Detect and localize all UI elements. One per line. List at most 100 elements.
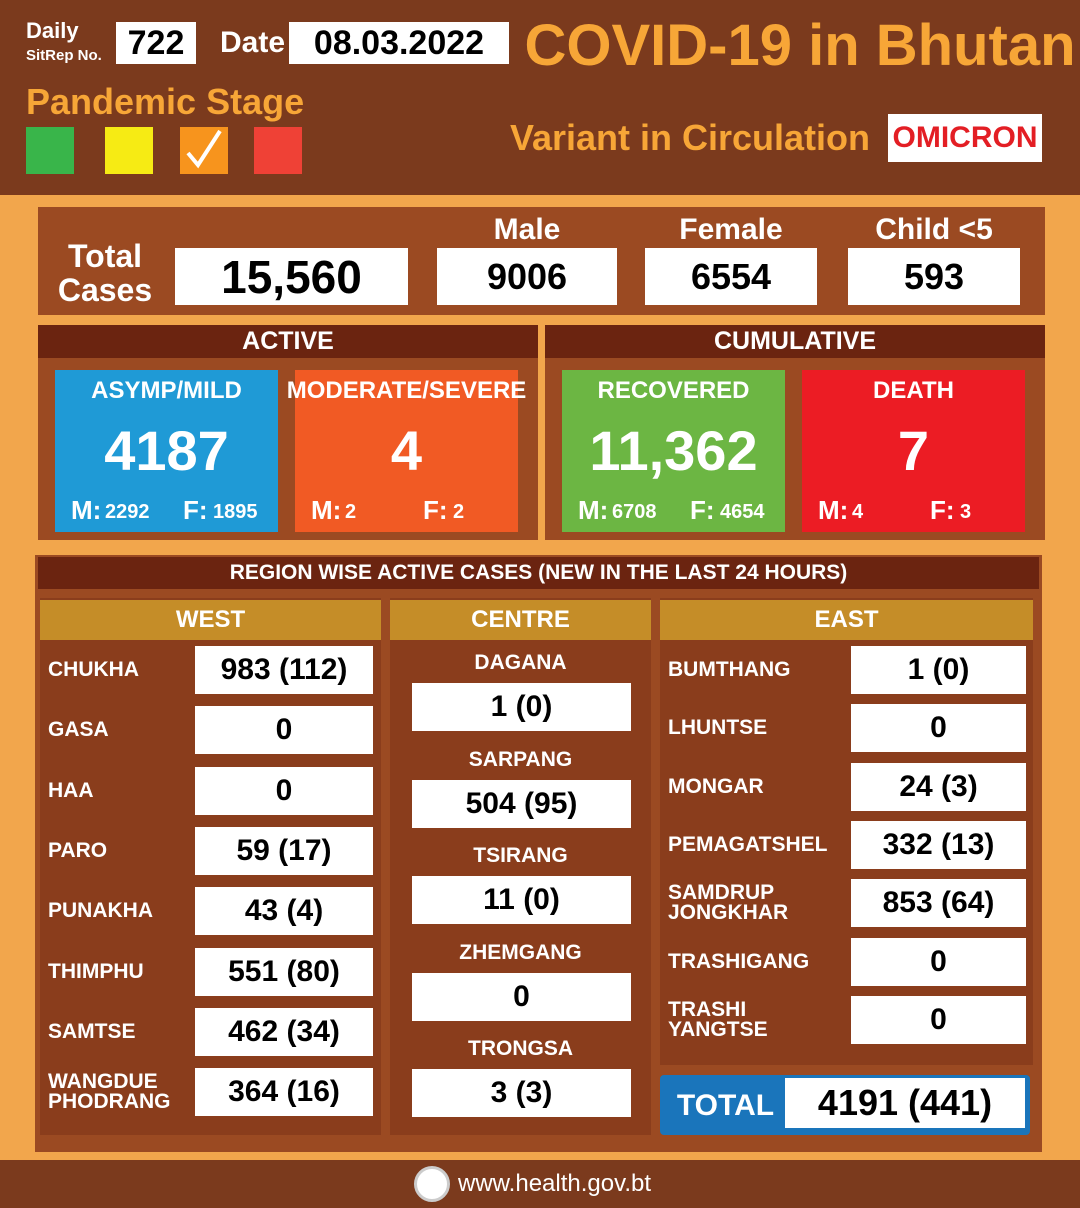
region-name: LHUNTSE — [668, 716, 768, 740]
card — [55, 370, 278, 532]
region-header: WEST — [40, 600, 381, 640]
f-label: F: — [690, 494, 715, 525]
region-value: 1 (0) — [851, 646, 1026, 694]
card-value: 7 — [897, 418, 930, 482]
region-value: 332 (13) — [851, 820, 1026, 869]
card-value: 11,362 — [589, 418, 758, 482]
region-value: 0 — [412, 972, 631, 1021]
card — [295, 370, 518, 532]
sitrep-no: 722 — [116, 22, 196, 64]
region-value: 364 (16) — [195, 1068, 373, 1117]
card-value: 4 — [390, 418, 423, 482]
region-value: 0 — [851, 704, 1026, 753]
region-name: ZHEMGANG — [459, 940, 582, 964]
region-value: 983 (112) — [195, 646, 373, 694]
region-name: THIMPHU — [48, 959, 144, 983]
m-value: 2292 — [105, 500, 150, 523]
region-name: PUNAKHA — [48, 899, 153, 923]
variant-label: Variant in Circulation — [509, 117, 871, 158]
child-label: Child <5 — [875, 213, 993, 246]
active-title: ACTIVE — [38, 325, 538, 358]
region-name: TRASHI YANGTSE — [668, 997, 768, 1041]
f-label: F: — [183, 494, 208, 525]
card-value: 4187 — [104, 418, 229, 482]
region-name: PARO — [48, 838, 108, 862]
card — [802, 370, 1025, 532]
stage-green — [26, 127, 74, 174]
total-label: Total Cases — [57, 238, 153, 308]
logo — [414, 1166, 450, 1202]
card — [562, 370, 785, 532]
region-value: 551 (80) — [195, 947, 373, 996]
region-name: BUMTHANG — [668, 658, 791, 681]
f-value: 1895 — [213, 500, 258, 523]
stage-red — [254, 127, 302, 174]
footer-bg — [0, 1160, 1080, 1208]
f-label: F: — [423, 494, 448, 525]
sitrep-label: Daily — [26, 18, 79, 43]
region-value: 43 (4) — [195, 887, 373, 936]
stage-orange — [180, 127, 228, 174]
m-value: 2 — [345, 500, 357, 523]
region-name: PEMAGATSHEL — [668, 832, 828, 856]
f-value: 3 — [960, 500, 972, 523]
total-value: 4191 (441) — [785, 1078, 1025, 1128]
f-label: F: — [930, 494, 955, 525]
card-label: RECOVERED — [597, 377, 750, 404]
check-icon — [186, 129, 222, 169]
female-label: Female — [679, 213, 783, 246]
date-label: Date — [219, 26, 286, 59]
sitrep-label: SitRep No. — [26, 47, 102, 64]
region-value: 0 — [195, 706, 373, 755]
m-label: M: — [818, 494, 849, 525]
regions-title: REGION WISE ACTIVE CASES (NEW IN THE LAS… — [38, 557, 1039, 589]
region-name: SAMDRUP JONGKHAR — [668, 881, 789, 925]
region-name: GASA — [48, 718, 109, 742]
m-label: M: — [311, 494, 342, 525]
region-name: TRONGSA — [468, 1037, 573, 1060]
region-value: 0 — [851, 937, 1026, 986]
region-name: DAGANA — [474, 651, 567, 674]
region-value: 11 (0) — [412, 876, 631, 924]
date: 08.03.2022 — [289, 22, 509, 64]
region-header: EAST — [660, 600, 1033, 640]
region-value: 3 (3) — [412, 1069, 631, 1117]
variant: OMICRON — [888, 114, 1042, 162]
card-label: MODERATE/SEVERE — [286, 377, 527, 404]
m-label: M: — [71, 494, 102, 525]
card-label: ASYMP/MILD — [91, 377, 242, 404]
total-value: 15,560 — [175, 248, 408, 305]
region-value: 0 — [195, 766, 373, 815]
region-value: 462 (34) — [195, 1007, 373, 1056]
stage-label: Pandemic Stage — [26, 81, 305, 122]
m-label: M: — [578, 494, 609, 525]
region-value: 504 (95) — [412, 779, 631, 828]
cumulative-title: CUMULATIVE — [545, 325, 1045, 358]
male-value: 9006 — [437, 248, 617, 305]
region-name: SARPANG — [468, 747, 573, 771]
female-value: 6554 — [645, 248, 817, 305]
region-name: HAA — [48, 778, 94, 802]
region-value: 59 (17) — [195, 826, 373, 875]
region-value: 853 (64) — [851, 879, 1026, 928]
region-value: 1 (0) — [412, 683, 631, 731]
stage-yellow — [105, 127, 153, 174]
card-label: DEATH — [873, 377, 954, 404]
region-name: WANGDUE PHODRANG — [48, 1070, 171, 1114]
male-label: Male — [493, 213, 561, 246]
region-name: TRASHIGANG — [668, 949, 810, 973]
region-value: 24 (3) — [851, 762, 1026, 811]
title: COVID-19 in Bhutan — [524, 12, 1076, 78]
region-name: CHUKHA — [48, 658, 139, 681]
f-value: 2 — [453, 500, 465, 523]
f-value: 4654 — [720, 500, 765, 523]
region-value: 0 — [851, 995, 1026, 1044]
total-label: TOTAL — [676, 1089, 775, 1122]
region-name: SAMTSE — [48, 1019, 136, 1043]
region-header: CENTRE — [390, 600, 651, 640]
footer-url: www.health.gov.bt — [458, 1170, 651, 1197]
m-value: 4 — [852, 500, 864, 523]
region-name: MONGAR — [668, 774, 764, 798]
m-value: 6708 — [612, 500, 657, 523]
